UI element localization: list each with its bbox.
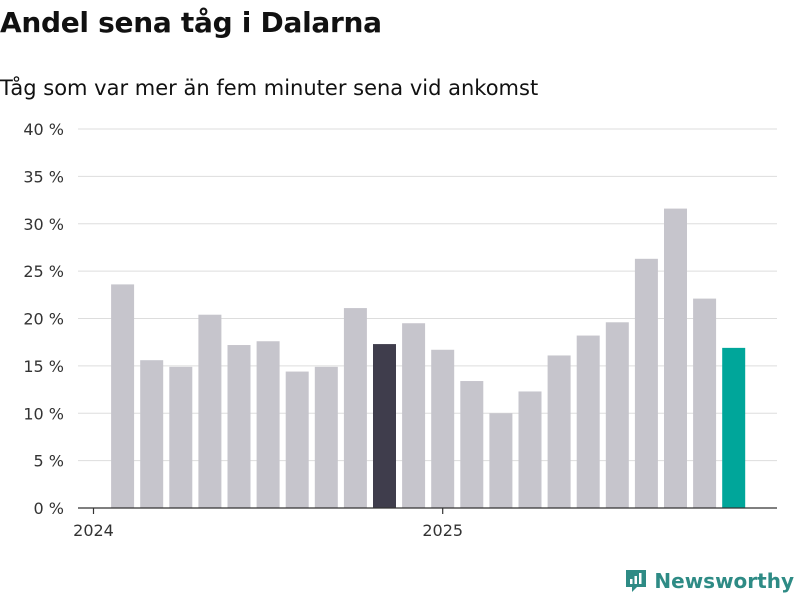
bar [343, 308, 367, 508]
y-axis-tick-labels: 0 % 5 % 10 % 15 % 20 % 25 % 30 % 35 % 40 % [23, 120, 64, 518]
latest-bar [722, 347, 746, 508]
bar [431, 349, 455, 508]
bar [547, 355, 571, 508]
brand-logo: Newsworthy [624, 568, 794, 594]
bar [140, 360, 164, 508]
bar [256, 341, 280, 508]
bars [111, 208, 746, 508]
bar-chart: 0 %5 %10 %15 %20 %25 %30 %35 %40 % 2024 2… [23, 120, 777, 540]
chart-subtitle: Tåg som var mer än fem minuter sena vid … [0, 76, 539, 100]
bar [402, 323, 426, 508]
y-tick-label: 10 % [23, 404, 64, 423]
bar [489, 413, 513, 508]
bar [634, 258, 658, 508]
bar [576, 335, 600, 508]
bar [169, 366, 193, 508]
bar [693, 298, 717, 508]
bar [460, 381, 484, 508]
x-axis: 2024 2025 [73, 507, 777, 540]
highlighted-bar [373, 344, 396, 508]
bar [664, 208, 687, 508]
y-tick-label: 35 % [23, 167, 64, 186]
bar [198, 314, 222, 508]
newsworthy-logo-icon [626, 570, 647, 592]
y-tick-label: 0 % [34, 499, 64, 518]
y-tick-label: 20 % [23, 310, 64, 329]
bar [314, 366, 338, 508]
y-tick-label: 5 % [34, 452, 64, 471]
y-tick-label: 15 % [23, 357, 64, 376]
y-tick-label: 40 % [23, 120, 64, 139]
chart-title: Andel sena tåg i Dalarna [0, 6, 382, 39]
y-tick-label: 25 % [23, 262, 64, 281]
brand-name: Newsworthy [654, 569, 794, 593]
x-tick-label: 2025 [422, 521, 463, 540]
bar [227, 345, 251, 508]
bar [285, 371, 309, 508]
bar [111, 284, 135, 508]
bar [605, 322, 629, 508]
gridlines [78, 128, 777, 462]
bar [518, 391, 542, 508]
x-tick-label: 2024 [73, 521, 114, 540]
y-tick-label: 30 % [23, 215, 64, 234]
